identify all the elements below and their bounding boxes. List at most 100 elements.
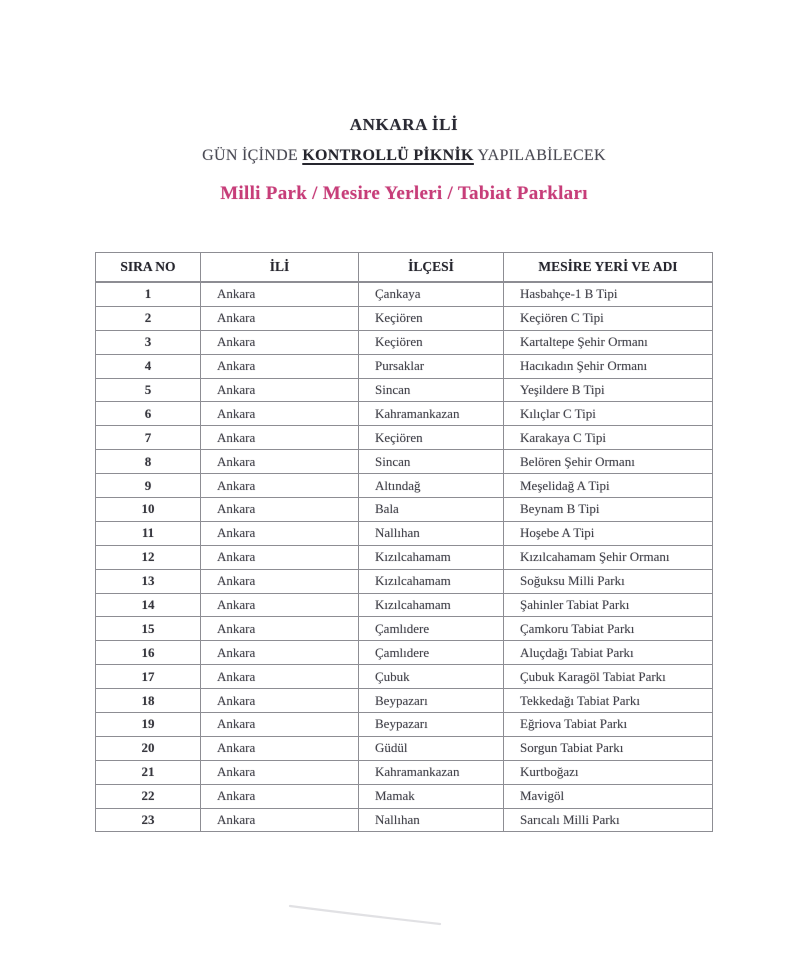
row-number-cell: 6 <box>95 401 201 427</box>
row-text-cell: Kızılcahamam <box>358 544 504 570</box>
table-row: 1 Ankara Çankaya Hasbahçe-1 B Tipi <box>95 281 713 307</box>
column-header-mesire-yeri: MESİRE YERİ VE ADI <box>503 252 713 283</box>
row-text-cell: Keçiören <box>358 425 504 451</box>
row-number-cell: 23 <box>95 807 201 833</box>
row-text-cell: Bala <box>358 497 504 522</box>
table-row: 4 Ankara Pursaklar Hacıkadın Şehir Ormanı <box>95 353 713 379</box>
row-text-cell: Ankara <box>200 281 359 307</box>
row-text-cell: Çamlıdere <box>358 640 504 666</box>
row-number-cell: 14 <box>95 592 201 618</box>
row-number-cell: 16 <box>95 640 201 666</box>
row-text-cell: Ankara <box>200 568 359 594</box>
row-text-cell: Çamkoru Tabiat Parkı <box>503 616 713 642</box>
row-number-cell: 9 <box>95 473 201 499</box>
row-text-cell: Çankaya <box>358 281 504 307</box>
row-text-cell: Karakaya C Tipi <box>503 425 713 451</box>
document-title: ANKARA İLİ <box>349 115 459 134</box>
row-number-cell: 18 <box>95 688 201 714</box>
row-text-cell: Keçiören <box>358 305 504 331</box>
table-row: 22 Ankara Mamak Mavigöl <box>95 783 713 809</box>
row-text-cell: Keçiören C Tipi <box>503 305 713 331</box>
table-row: 18 Ankara Beypazarı Tekkedağı Tabiat Parkı <box>95 688 713 714</box>
row-text-cell: Kahramankazan <box>358 401 504 427</box>
row-number-cell: 13 <box>95 568 201 594</box>
row-number-cell: 8 <box>95 449 201 475</box>
row-text-cell: Kılıçlar C Tipi <box>503 401 713 427</box>
row-text-cell: Çubuk <box>358 664 504 690</box>
row-text-cell: Ankara <box>200 688 359 714</box>
row-text-cell: Ankara <box>200 640 359 666</box>
row-text-cell: Keçiören <box>358 329 504 355</box>
row-text-cell: Sorgun Tabiat Parkı <box>503 735 713 761</box>
row-number-cell: 22 <box>95 783 201 809</box>
table-header-row: SIRA NO İLİ İLÇESİ MESİRE YERİ VE ADI <box>95 252 713 283</box>
row-text-cell: Ankara <box>200 759 359 785</box>
row-text-cell: Altındağ <box>358 473 504 499</box>
table-row: 8 Ankara Sincan Belören Şehir Ormanı <box>95 449 713 475</box>
row-text-cell: Ankara <box>200 616 359 642</box>
row-text-cell: Ankara <box>200 592 359 618</box>
row-number-cell: 12 <box>95 544 201 570</box>
table-row: 3 Ankara Keçiören Kartaltepe Şehir Ormanı <box>95 329 713 355</box>
row-text-cell: Ankara <box>200 807 359 833</box>
row-text-cell: Sarıcalı Milli Parkı <box>503 807 713 833</box>
table-row: 16 Ankara Çamlıdere Aluçdağı Tabiat Parkı <box>95 640 713 666</box>
table-row: 19 Ankara Beypazarı Eğriova Tabiat Parkı <box>95 712 713 737</box>
row-text-cell: Aluçdağı Tabiat Parkı <box>503 640 713 666</box>
table-row: 21 Ankara Kahramankazan Kurtboğazı <box>95 759 713 785</box>
row-text-cell: Ankara <box>200 473 359 499</box>
row-number-cell: 11 <box>95 520 201 546</box>
row-number-cell: 3 <box>95 329 201 355</box>
row-number-cell: 4 <box>95 353 201 379</box>
table-row: 5 Ankara Sincan Yeşildere B Tipi <box>95 377 713 403</box>
row-text-cell: Sincan <box>358 449 504 475</box>
row-text-cell: Ankara <box>200 353 359 379</box>
row-number-cell: 19 <box>95 712 201 737</box>
row-text-cell: Ankara <box>200 520 359 546</box>
column-header-sira-no: SIRA NO <box>95 252 201 283</box>
row-number-cell: 7 <box>95 425 201 451</box>
table-row: 6 Ankara Kahramankazan Kılıçlar C Tipi <box>95 401 713 427</box>
table-row: 15 Ankara Çamlıdere Çamkoru Tabiat Parkı <box>95 616 713 642</box>
table-row: 2 Ankara Keçiören Keçiören C Tipi <box>95 305 713 331</box>
row-number-cell: 10 <box>95 497 201 522</box>
row-text-cell: Eğriova Tabiat Parkı <box>503 712 713 737</box>
table-body: 1 Ankara Çankaya Hasbahçe-1 B Tipi 2 Ankara Ke… <box>95 281 713 833</box>
subtitle-emphasis: KONTROLLÜ PİKNİK <box>302 147 474 164</box>
row-text-cell: Şahinler Tabiat Parkı <box>503 592 713 618</box>
table-row: 13 Ankara Kızılcahamam Soğuksu Milli Parkı <box>95 568 713 594</box>
row-text-cell: Tekkedağı Tabiat Parkı <box>503 688 713 714</box>
row-text-cell: Hasbahçe-1 B Tipi <box>503 281 713 307</box>
row-text-cell: Kızılcahamam <box>358 592 504 618</box>
column-header-ilcesi: İLÇESİ <box>358 252 504 283</box>
subtitle-prefix: GÜN İÇİNDE <box>202 147 303 164</box>
row-number-cell: 2 <box>95 305 201 331</box>
row-text-cell: Ankara <box>200 783 359 809</box>
row-text-cell: Hacıkadın Şehir Ormanı <box>503 353 713 379</box>
row-text-cell: Beynam B Tipi <box>503 497 713 522</box>
row-text-cell: Ankara <box>200 712 359 737</box>
table-row: 23 Ankara Nallıhan Sarıcalı Milli Parkı <box>95 807 713 833</box>
row-text-cell: Ankara <box>200 449 359 475</box>
row-text-cell: Beypazarı <box>358 688 504 714</box>
row-text-cell: Ankara <box>200 329 359 355</box>
row-text-cell: Pursaklar <box>358 353 504 379</box>
table-row: 14 Ankara Kızılcahamam Şahinler Tabiat Park… <box>95 592 713 618</box>
row-number-cell: 15 <box>95 616 201 642</box>
row-text-cell: Belören Şehir Ormanı <box>503 449 713 475</box>
table-row: 12 Ankara Kızılcahamam Kızılcahamam Şehir O… <box>95 544 713 570</box>
row-text-cell: Ankara <box>200 544 359 570</box>
row-text-cell: Kurtboğazı <box>503 759 713 785</box>
table-row: 10 Ankara Bala Beynam B Tipi <box>95 497 713 522</box>
column-header-ili: İLİ <box>200 252 359 283</box>
row-number-cell: 5 <box>95 377 201 403</box>
document-subtitle: GÜN İÇİNDE KONTROLLÜ PİKNİK YAPILABİLECE… <box>95 147 713 165</box>
row-text-cell: Ankara <box>200 305 359 331</box>
row-text-cell: Sincan <box>358 377 504 403</box>
row-text-cell: Mamak <box>358 783 504 809</box>
row-text-cell: Meşelidağ A Tipi <box>503 473 713 499</box>
row-text-cell: Hoşebe A Tipi <box>503 520 713 546</box>
row-number-cell: 17 <box>95 664 201 690</box>
